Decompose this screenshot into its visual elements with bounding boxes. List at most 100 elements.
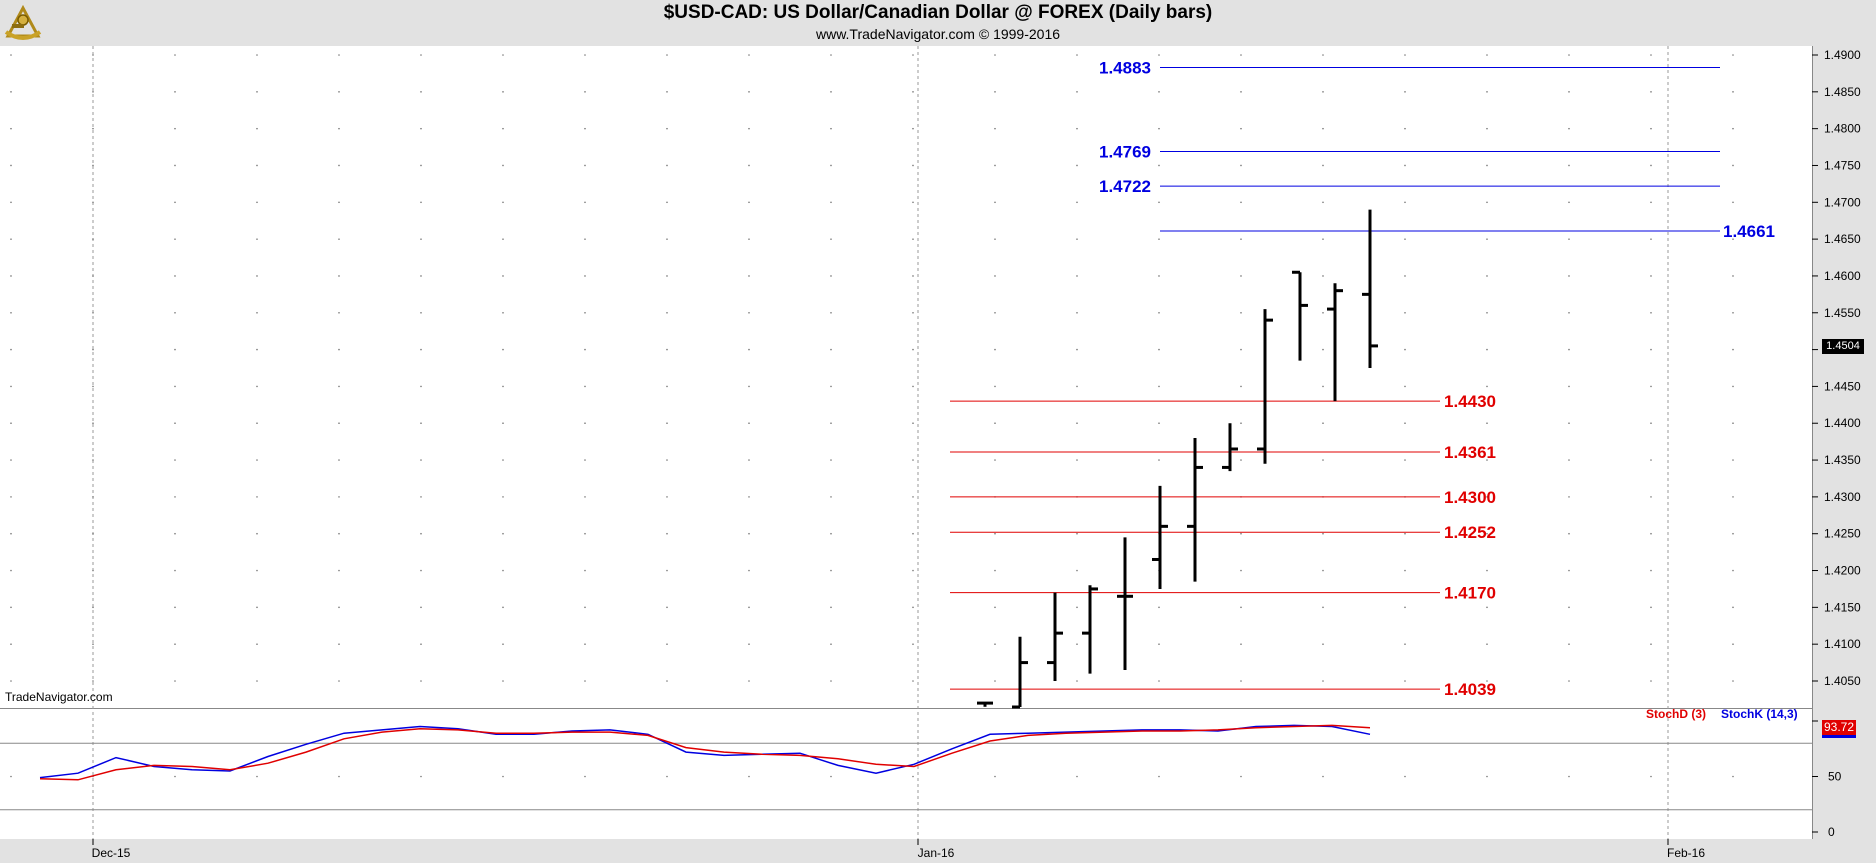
grid-dot <box>420 385 422 388</box>
grid-dot <box>994 569 996 572</box>
grid-dot <box>748 606 750 609</box>
grid-dot <box>584 422 586 425</box>
grid-dot <box>420 164 422 167</box>
grid-dot <box>830 422 832 425</box>
grid-dot <box>584 91 586 93</box>
y-tick-label: 1.4300 <box>1824 490 1861 504</box>
grid-dot <box>830 385 832 388</box>
grid-dot <box>92 606 94 609</box>
grid-dot <box>174 164 176 167</box>
grid-dot <box>1486 569 1488 572</box>
grid-dot <box>256 54 258 56</box>
grid-dot <box>1486 385 1488 388</box>
ohlc-bar <box>1082 585 1098 674</box>
grid-dot <box>1076 422 1078 425</box>
grid-dot <box>1486 459 1488 461</box>
grid-dot <box>830 54 832 56</box>
grid-dot <box>420 91 422 93</box>
grid-dot <box>1486 775 1488 778</box>
grid-dot <box>748 643 750 645</box>
grid-dot <box>912 385 914 388</box>
y-tick-label: 1.4750 <box>1824 158 1861 172</box>
grid-dot <box>1322 54 1324 56</box>
grid-dot <box>748 238 750 240</box>
y-tick-label: 1.4100 <box>1824 637 1861 651</box>
y-tick-label: 1.4400 <box>1824 416 1861 430</box>
grid-dot <box>10 680 12 682</box>
grid-dot <box>830 496 832 498</box>
stoch-k-marker <box>1822 735 1856 738</box>
grid-dot <box>256 496 258 498</box>
grid-dot <box>256 643 258 645</box>
grid-dot <box>748 422 750 425</box>
grid-dot <box>1322 459 1324 461</box>
grid-dot <box>1240 459 1242 461</box>
grid-dot <box>1240 238 1242 240</box>
grid-dot <box>994 54 996 56</box>
stochastic-panel <box>0 709 1812 839</box>
grid-dot <box>256 275 258 277</box>
grid-dot <box>1404 91 1406 93</box>
grid-dot <box>994 91 996 93</box>
grid-dot <box>666 680 668 682</box>
grid-dot <box>502 643 504 645</box>
grid-dot <box>1568 164 1570 167</box>
grid-dot <box>748 775 750 778</box>
grid-dot <box>1158 775 1160 778</box>
y-tick-label: 1.4900 <box>1824 48 1861 62</box>
grid-dot <box>1732 238 1734 240</box>
grid-dot <box>912 496 914 498</box>
y-tick-label: 1.4050 <box>1824 674 1861 688</box>
grid-dot <box>420 238 422 240</box>
legend-stoch-k: StochK (14,3) <box>1721 707 1798 721</box>
grid-dot <box>1650 385 1652 388</box>
grid-dot <box>912 127 914 130</box>
grid-dot <box>1732 385 1734 388</box>
grid-dot <box>1486 422 1488 425</box>
grid-dot <box>502 385 504 388</box>
grid-dot <box>1322 91 1324 93</box>
grid-dot <box>830 348 832 351</box>
grid-dot <box>1240 775 1242 778</box>
grid-dot <box>10 164 12 167</box>
grid-dot <box>1404 569 1406 572</box>
grid-dot <box>584 643 586 645</box>
grid-dot <box>1240 348 1242 351</box>
grid-dot <box>10 532 12 535</box>
grid-dot <box>1568 606 1570 609</box>
grid-dot <box>994 459 996 461</box>
grid-dot <box>748 496 750 498</box>
grid-dot <box>1240 606 1242 609</box>
grid-dot <box>174 348 176 351</box>
grid-dot <box>830 569 832 572</box>
grid-dot <box>748 459 750 461</box>
grid-dot <box>1650 127 1652 130</box>
y-tick-label: 1.4250 <box>1824 527 1861 541</box>
ohlc-bar <box>1047 592 1063 681</box>
grid-dot <box>1158 385 1160 388</box>
grid-dot <box>584 496 586 498</box>
grid-dot <box>338 164 340 167</box>
grid-dot <box>92 275 94 277</box>
grid-dot <box>1158 606 1160 609</box>
grid-dot <box>994 311 996 314</box>
grid-dot <box>338 201 340 204</box>
grid-dot <box>994 532 996 535</box>
grid-dot <box>10 459 12 461</box>
grid-dot <box>1568 532 1570 535</box>
grid-dot <box>338 54 340 56</box>
grid-dot <box>748 532 750 535</box>
grid-dot <box>830 680 832 682</box>
grid-dot <box>912 201 914 204</box>
grid-dot <box>666 569 668 572</box>
grid-dot <box>1240 311 1242 314</box>
grid-dot <box>174 311 176 314</box>
grid-dot <box>256 569 258 572</box>
grid-dot <box>1404 164 1406 167</box>
grid-dot <box>1322 643 1324 645</box>
grid-dot <box>92 643 94 645</box>
grid-dot <box>1650 54 1652 56</box>
grid-dot <box>1404 127 1406 130</box>
grid-dot <box>420 201 422 204</box>
